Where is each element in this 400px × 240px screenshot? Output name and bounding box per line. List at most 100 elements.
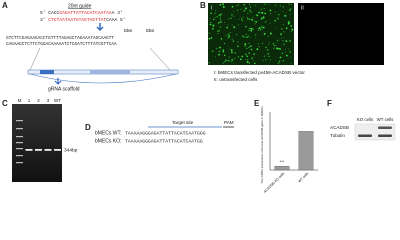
cell-dot xyxy=(260,8,263,10)
cell-dot xyxy=(237,55,240,58)
cell-dot xyxy=(218,21,220,24)
cell-dot xyxy=(220,38,223,40)
sequence: TAAAAAGGGAGATTATTACATCAATGGG xyxy=(125,130,206,136)
cell-dot xyxy=(263,4,265,5)
cell-dot xyxy=(277,62,280,64)
panel-label: B xyxy=(200,1,206,10)
cell-dot xyxy=(253,54,255,56)
cell-dot xyxy=(242,16,244,19)
cell-dot xyxy=(282,39,284,41)
fluorescence-image xyxy=(208,3,294,65)
panel-label: E xyxy=(254,99,260,108)
cell-dot xyxy=(212,24,214,26)
map-feature xyxy=(90,70,130,74)
cell-dot xyxy=(261,42,264,44)
cell-dot xyxy=(243,35,245,38)
ladder-band xyxy=(16,162,23,164)
pam-label: PAM xyxy=(224,120,234,125)
cell-dot xyxy=(256,48,259,51)
blot-band xyxy=(378,126,392,129)
cell-dot xyxy=(243,10,245,12)
cell-dot xyxy=(219,13,221,16)
lane-label: 2 xyxy=(37,98,40,103)
cell-dot xyxy=(249,4,251,6)
guide-title: 20nt guide xyxy=(68,3,92,9)
cell-dot xyxy=(237,4,239,6)
cell-dot xyxy=(278,14,280,16)
cell-dot xyxy=(227,24,229,26)
cell-dot xyxy=(230,49,233,51)
cell-dot xyxy=(212,25,215,27)
cell-dot xyxy=(252,60,254,62)
cell-dot xyxy=(214,16,216,18)
cell-dot xyxy=(279,56,282,59)
cell-dot xyxy=(222,62,224,64)
cell-dot xyxy=(214,10,216,12)
cell-dot xyxy=(249,27,251,30)
cell-dot xyxy=(229,48,231,50)
cell-dot xyxy=(267,4,269,6)
cell-dot xyxy=(270,13,272,15)
seq-part: 5' CACC xyxy=(40,10,60,16)
cell-dot xyxy=(263,12,266,15)
blot-band xyxy=(378,134,392,137)
cell-dot xyxy=(233,63,235,65)
cell-dot xyxy=(252,28,254,30)
cell-dot xyxy=(245,25,247,28)
cell-dot xyxy=(282,60,285,62)
cell-dot xyxy=(256,14,259,17)
cell-dot xyxy=(250,27,253,30)
cell-dot xyxy=(246,61,249,63)
cell-dot xyxy=(249,18,251,20)
cell-dot xyxy=(216,30,219,33)
cell-dot xyxy=(288,48,290,50)
cell-dot xyxy=(219,21,222,23)
cell-dot xyxy=(285,27,288,30)
cell-dot xyxy=(269,32,272,35)
cell-dot xyxy=(274,45,276,47)
cell-dot xyxy=(212,27,214,30)
cell-dot xyxy=(237,45,239,47)
x-tick-label: ACADSB-KO cells xyxy=(263,171,286,194)
cell-dot xyxy=(288,3,290,5)
cell-dot xyxy=(289,34,291,36)
cell-dot xyxy=(283,31,285,33)
cell-dot xyxy=(244,43,247,46)
lane-label: M xyxy=(18,98,22,103)
cell-dot xyxy=(230,13,233,16)
bar xyxy=(274,165,290,171)
cell-dot xyxy=(249,45,252,48)
cell-dot xyxy=(254,23,256,25)
cell-dot xyxy=(274,4,277,7)
cell-dot xyxy=(231,59,233,61)
cell-dot xyxy=(245,36,247,38)
plasmid-arc xyxy=(29,73,177,84)
cell-dot xyxy=(236,34,237,36)
cell-dot xyxy=(222,3,224,6)
caption: II: untransfected cells xyxy=(214,77,258,82)
cell-dot xyxy=(246,36,249,39)
cell-dot xyxy=(222,49,225,52)
cell-dot xyxy=(247,12,249,15)
target-label: Target site xyxy=(172,120,194,125)
cell-dot xyxy=(248,61,251,64)
lane-label: WT xyxy=(54,98,61,103)
cell-dot xyxy=(273,47,275,50)
cell-dot xyxy=(262,26,265,29)
cell-dot xyxy=(276,40,279,42)
row-name: bMECs KO: xyxy=(95,138,121,144)
cell-dot xyxy=(228,18,230,20)
cell-dot xyxy=(224,21,226,23)
cell-dot xyxy=(279,5,281,7)
cell-dot xyxy=(259,26,261,28)
cell-dot xyxy=(260,29,262,31)
cell-dot xyxy=(284,51,286,53)
cell-dot xyxy=(219,18,222,21)
cell-dot xyxy=(208,37,211,40)
cell-dot xyxy=(216,15,218,18)
cell-dot xyxy=(249,6,252,8)
cell-dot xyxy=(257,28,260,30)
panel-label: D xyxy=(85,123,91,132)
cell-dot xyxy=(264,20,267,23)
cell-dot xyxy=(278,60,281,62)
